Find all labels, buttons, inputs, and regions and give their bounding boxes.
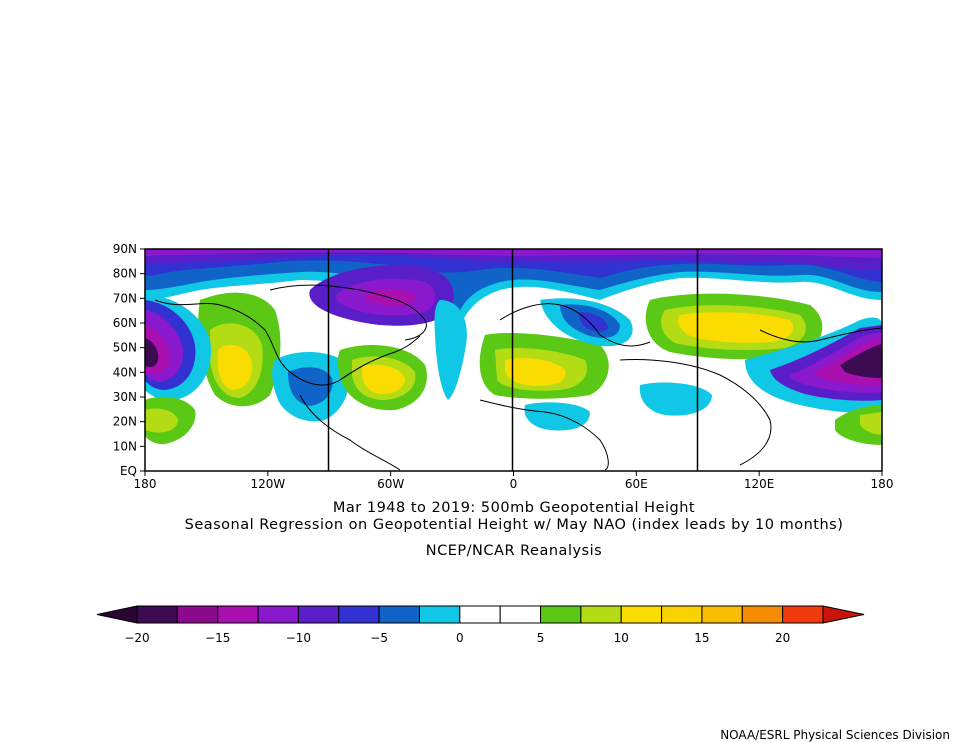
lon-label: 120E [744,477,775,491]
colorbar-swatch [540,605,582,624]
colorbar-swatch [418,605,461,624]
colorbar: −20 −15 −10 −5 0 5 10 15 20 [96,605,865,645]
colorbar-swatch [459,605,501,624]
colorbar-swatch [176,605,219,624]
colorbar-tick-label: 15 [694,631,709,645]
lat-label: 80N [113,267,137,281]
colorbar-swatch [338,605,380,624]
colorbar-swatch [741,605,784,624]
colorbar-swatch [257,605,299,624]
colorbar-swatch [620,605,663,624]
colorbar-tick-label: −5 [370,631,388,645]
title-line-1: Mar 1948 to 2019: 500mb Geopotential Hei… [333,500,695,516]
lon-label: 180 [134,477,157,491]
colorbar-swatch [217,605,259,624]
title-line-3: NCEP/NCAR Reanalysis [426,543,602,559]
coastlines [154,284,882,471]
colorbar-min-arrow [96,605,138,624]
meridian-lines [327,249,699,471]
lat-label: 50N [113,341,137,355]
lat-label: 90N [113,242,137,256]
map-panel [144,248,883,472]
lon-label: 60W [377,477,404,491]
colorbar-tick-label: −20 [124,631,149,645]
colorbar-swatch [580,605,622,624]
colorbar-swatch [499,605,542,624]
lat-label: 60N [113,316,137,330]
lat-label: 10N [113,439,137,453]
lon-label: 180 [871,477,894,491]
lat-label: 20N [113,415,137,429]
colorbar-tick-label: 0 [456,631,464,645]
colorbar-swatch [701,605,743,624]
lat-axis: EQ 10N 20N 30N 40N 50N 60N 70N 80N 90N [113,242,145,478]
lon-label: 60E [625,477,648,491]
colorbar-tick-label: −10 [286,631,311,645]
lat-label: EQ [120,464,137,478]
colorbar-swatch [661,605,703,624]
colorbar-swatch [136,605,178,624]
colorbar-swatch [782,605,824,624]
lat-label: 70N [113,291,137,305]
lat-label: 30N [113,390,137,404]
lon-label: 0 [510,477,518,491]
colorbar-max-arrow [822,605,865,624]
colorbar-tick-label: 10 [614,631,629,645]
colorbar-tick-label: 20 [775,631,790,645]
lat-label: 40N [113,365,137,379]
credit-text: NOAA/ESRL Physical Sciences Division [720,728,950,742]
title-line-2: Seasonal Regression on Geopotential Heig… [185,517,844,533]
colorbar-tick-label: −15 [205,631,230,645]
colorbar-swatch [297,605,340,624]
colorbar-tick-label: 5 [537,631,545,645]
lon-label: 120W [250,477,285,491]
lon-axis: 180 120W 60W 0 60E 120E 180 [134,471,894,491]
colorbar-swatch [378,605,420,624]
